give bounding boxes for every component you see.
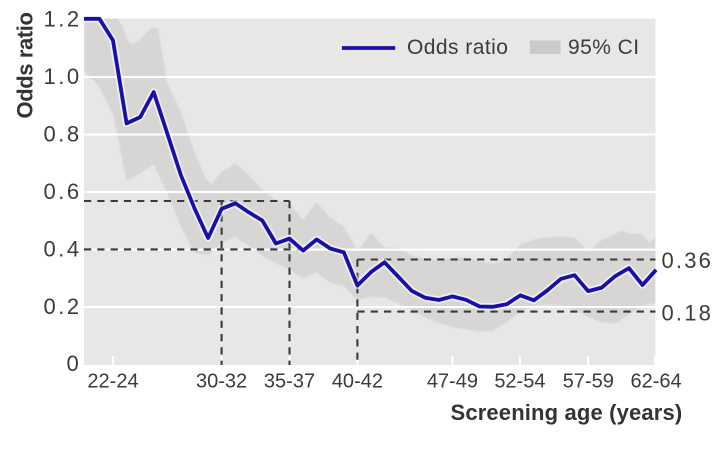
svg-text:62-64: 62-64	[631, 371, 682, 393]
svg-text:1.0: 1.0	[44, 64, 82, 89]
svg-text:52-54: 52-54	[494, 371, 545, 393]
svg-text:0: 0	[67, 351, 82, 376]
svg-text:57-59: 57-59	[563, 371, 614, 393]
svg-text:Odds ratio: Odds ratio	[407, 36, 508, 59]
svg-text:Odds ratio: Odds ratio	[13, 12, 38, 118]
svg-text:0.36: 0.36	[662, 248, 714, 273]
svg-text:30-32: 30-32	[196, 371, 247, 393]
svg-text:0.4: 0.4	[44, 236, 82, 261]
svg-text:47-49: 47-49	[427, 371, 478, 393]
svg-text:0.2: 0.2	[44, 294, 82, 319]
svg-text:95% CI: 95% CI	[568, 36, 640, 59]
svg-text:Screening age (years): Screening age (years)	[451, 400, 683, 425]
svg-text:0.8: 0.8	[44, 121, 82, 146]
svg-text:1.2: 1.2	[44, 6, 82, 31]
svg-text:0.6: 0.6	[44, 179, 82, 204]
svg-text:0.18: 0.18	[662, 301, 714, 326]
svg-text:22-24: 22-24	[87, 371, 138, 393]
svg-text:40-42: 40-42	[332, 371, 383, 393]
svg-text:35-37: 35-37	[264, 371, 315, 393]
